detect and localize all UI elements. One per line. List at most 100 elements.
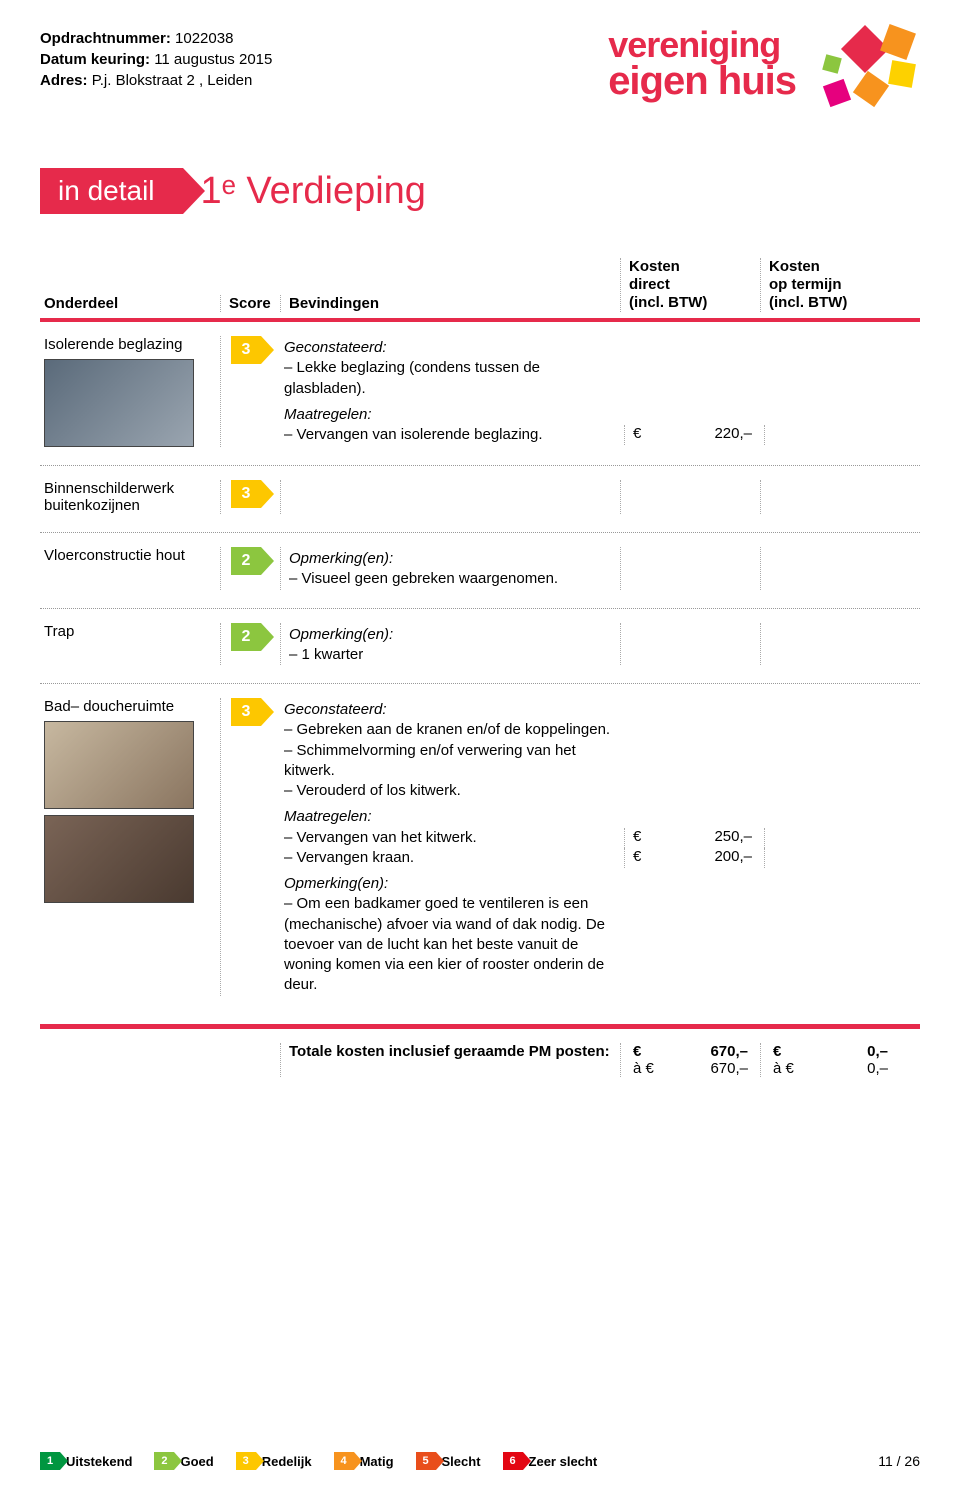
table-row: Trap 2 Opmerking(en): 1 kwarter <box>40 609 920 685</box>
score-cell: 3 <box>220 698 280 996</box>
totals-termijn-sub-val: 0,– <box>867 1060 888 1077</box>
geconstateerd-item: Verouderd of los kitwerk. <box>284 781 624 801</box>
legend-label: Slecht <box>442 1454 481 1469</box>
geconstateerd-heading: Geconstateerd: <box>284 700 624 720</box>
bevindingen-cell <box>280 480 620 514</box>
onderdeel-cell: Isolerende beglazing <box>40 336 220 447</box>
page-title: 1ᵉ Verdieping <box>201 170 426 213</box>
geconstateerd-heading: Geconstateerd: <box>284 338 624 358</box>
col-bevindingen: Bevindingen <box>280 295 620 312</box>
page-number: 11 / 26 <box>878 1453 920 1469</box>
bevindingen-cell: Opmerking(en): Visueel geen gebreken waa… <box>280 547 620 590</box>
opmerking-heading: Opmerking(en): <box>289 549 616 569</box>
bevindingen-cell: Geconstateerd: Gebreken aan de kranen en… <box>280 698 900 996</box>
legend-badge: 1 <box>40 1452 60 1470</box>
maatregelen-heading: Maatregelen: <box>284 807 624 827</box>
maatregel-item: Vervangen van isolerende beglazing. <box>284 425 624 445</box>
onderdeel-cell: Trap <box>40 623 220 666</box>
logo-shape <box>823 79 851 107</box>
table-row: Isolerende beglazing 3 Geconstateerd: Le… <box>40 322 920 466</box>
cost-sym: € <box>633 848 641 868</box>
maatregel-item: Vervangen kraan. <box>284 848 624 868</box>
opmerking-item: 1 kwarter <box>289 645 616 665</box>
score-badge: 3 <box>231 336 261 364</box>
thumbnail-image <box>44 815 194 903</box>
cost-termijn <box>764 828 904 848</box>
geconstateerd-item: Lekke beglazing (condens tussen de glasb… <box>284 358 624 399</box>
cost-direct <box>620 547 760 590</box>
section-title-row: in detail 1ᵉ Verdieping <box>40 168 920 214</box>
logo-shape <box>888 60 916 88</box>
legend-badge: 4 <box>334 1452 354 1470</box>
logo-text: vereniging eigen huis <box>608 28 796 100</box>
bevindingen-cell: Opmerking(en): 1 kwarter <box>280 623 620 666</box>
col-score: Score <box>220 295 280 312</box>
table-row: Binnenschilderwerk buitenkozijnen 3 <box>40 466 920 533</box>
score-badge: 2 <box>231 547 261 575</box>
legend-item: 5 Slecht <box>416 1452 481 1470</box>
logo-shapes <box>810 28 920 118</box>
legend-label: Uitstekend <box>66 1454 132 1469</box>
logo: vereniging eigen huis <box>608 28 920 118</box>
totals-termijn-sub: à € 0,– <box>769 1060 900 1077</box>
totals-termijn: € 0,– <box>769 1043 900 1060</box>
cost-termijn <box>764 848 904 868</box>
cost-direct: € 220,– <box>624 425 764 445</box>
legend: 1Uitstekend 2Goed 3Redelijk 4Matig 5Slec… <box>40 1452 597 1470</box>
onderdeel-text: Bad– doucheruimte <box>44 698 174 715</box>
totals-label: Totale kosten inclusief geraamde PM post… <box>280 1043 620 1077</box>
score-badge: 3 <box>231 698 261 726</box>
bevindingen-cell: Geconstateerd: Lekke beglazing (condens … <box>280 336 900 447</box>
score-cell: 3 <box>220 480 280 514</box>
table-header: Onderdeel Score Bevindingen Kosten direc… <box>40 258 920 322</box>
col-kosten-direct: Kosten direct (incl. BTW) <box>620 258 760 312</box>
totals-direct: € 670,– <box>629 1043 760 1060</box>
logo-shape <box>853 71 889 107</box>
divider-accent <box>40 1024 920 1029</box>
cost-val: 200,– <box>714 848 752 868</box>
score-cell: 2 <box>220 547 280 590</box>
cost-direct <box>620 480 760 514</box>
datum-label: Datum keuring: <box>40 51 150 68</box>
legend-badge: 6 <box>503 1452 523 1470</box>
logo-line1: vereniging <box>608 28 796 62</box>
totals-direct-val: 670,– <box>710 1043 748 1060</box>
totals-termijn-sub-sym: à € <box>773 1060 794 1077</box>
col-onderdeel: Onderdeel <box>40 295 220 312</box>
col-kosten-termijn: Kosten op termijn (incl. BTW) <box>760 258 900 312</box>
header: Opdrachtnummer: 1022038 Datum keuring: 1… <box>40 28 920 118</box>
cost-direct <box>620 623 760 666</box>
thumbnail-image <box>44 359 194 447</box>
geconstateerd-item: Gebreken aan de kranen en/of de koppelin… <box>284 720 624 740</box>
legend-label: Zeer slecht <box>529 1454 598 1469</box>
table-body: Isolerende beglazing 3 Geconstateerd: Le… <box>40 322 920 1014</box>
totals-direct-sym: € <box>633 1043 641 1060</box>
header-meta: Opdrachtnummer: 1022038 Datum keuring: 1… <box>40 28 272 91</box>
logo-line2: eigen huis <box>608 62 796 100</box>
cost-direct: € 200,– <box>624 848 764 868</box>
in-detail-badge: in detail <box>40 168 183 214</box>
cost-termijn <box>760 623 900 666</box>
score-badge: 3 <box>231 480 261 508</box>
totals-direct-sub-sym: à € <box>633 1060 654 1077</box>
score-cell: 3 <box>220 336 280 447</box>
table-row: Vloerconstructie hout 2 Opmerking(en): V… <box>40 533 920 609</box>
logo-shape <box>880 24 916 60</box>
legend-badge: 2 <box>154 1452 174 1470</box>
logo-shape <box>822 54 842 74</box>
adres-label: Adres: <box>40 72 88 89</box>
geconstateerd-item: Schimmelvorming en/of verwering van het … <box>284 741 624 782</box>
cost-sym: € <box>633 828 641 848</box>
opdracht-value: 1022038 <box>175 30 233 47</box>
cost-val: 250,– <box>714 828 752 848</box>
maatregelen-heading: Maatregelen: <box>284 405 624 425</box>
legend-badge: 5 <box>416 1452 436 1470</box>
legend-item: 2 Goed <box>154 1452 213 1470</box>
legend-label: Goed <box>180 1454 213 1469</box>
onderdeel-text: Isolerende beglazing <box>44 336 182 353</box>
table-row: Bad– doucheruimte 3 Geconstateerd: Gebre… <box>40 684 920 1014</box>
legend-item: 4Matig <box>334 1452 394 1470</box>
cost-direct: € 250,– <box>624 828 764 848</box>
cost-termijn <box>760 547 900 590</box>
totals-termijn-sym: € <box>773 1043 781 1060</box>
